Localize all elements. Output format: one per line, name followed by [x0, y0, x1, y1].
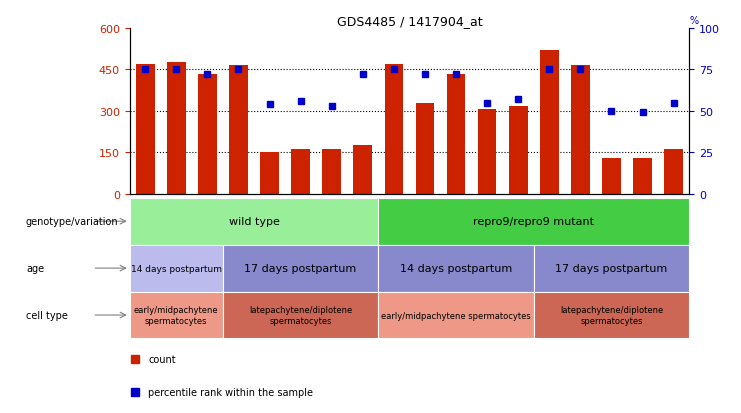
- Bar: [447, 74, 465, 194]
- Bar: [353, 146, 372, 194]
- Bar: [602, 158, 621, 194]
- Bar: [379, 245, 534, 292]
- Bar: [534, 292, 689, 339]
- Bar: [260, 152, 279, 194]
- Text: age: age: [26, 263, 44, 273]
- Bar: [130, 198, 379, 245]
- Title: GDS4485 / 1417904_at: GDS4485 / 1417904_at: [336, 15, 482, 28]
- Bar: [223, 292, 379, 339]
- Bar: [136, 65, 155, 194]
- Bar: [322, 150, 341, 194]
- Text: 17 days postpartum: 17 days postpartum: [245, 263, 356, 273]
- Bar: [534, 245, 689, 292]
- Bar: [130, 292, 223, 339]
- Bar: [478, 110, 496, 194]
- Text: %: %: [689, 17, 698, 26]
- Text: genotype/variation: genotype/variation: [26, 217, 119, 227]
- Bar: [167, 63, 185, 194]
- Bar: [385, 65, 403, 194]
- Bar: [416, 103, 434, 194]
- Text: wild type: wild type: [228, 217, 279, 227]
- Text: count: count: [148, 354, 176, 364]
- Bar: [509, 107, 528, 194]
- Bar: [633, 158, 652, 194]
- Text: 17 days postpartum: 17 days postpartum: [555, 263, 668, 273]
- Bar: [571, 66, 590, 194]
- Bar: [130, 245, 223, 292]
- Text: percentile rank within the sample: percentile rank within the sample: [148, 387, 313, 397]
- Bar: [379, 198, 689, 245]
- Text: early/midpachytene spermatocytes: early/midpachytene spermatocytes: [381, 311, 531, 320]
- Text: cell type: cell type: [26, 310, 68, 320]
- Bar: [229, 66, 247, 194]
- Text: latepachytene/diplotene
spermatocytes: latepachytene/diplotene spermatocytes: [249, 306, 352, 325]
- Bar: [664, 149, 683, 194]
- Bar: [198, 74, 216, 194]
- Bar: [223, 245, 379, 292]
- Text: repro9/repro9 mutant: repro9/repro9 mutant: [473, 217, 594, 227]
- Text: early/midpachytene
spermatocytes: early/midpachytene spermatocytes: [134, 306, 219, 325]
- Text: 14 days postpartum: 14 days postpartum: [131, 264, 222, 273]
- Text: 14 days postpartum: 14 days postpartum: [400, 263, 512, 273]
- Bar: [540, 51, 559, 194]
- Bar: [379, 292, 534, 339]
- Bar: [291, 149, 310, 194]
- Text: latepachytene/diplotene
spermatocytes: latepachytene/diplotene spermatocytes: [559, 306, 663, 325]
